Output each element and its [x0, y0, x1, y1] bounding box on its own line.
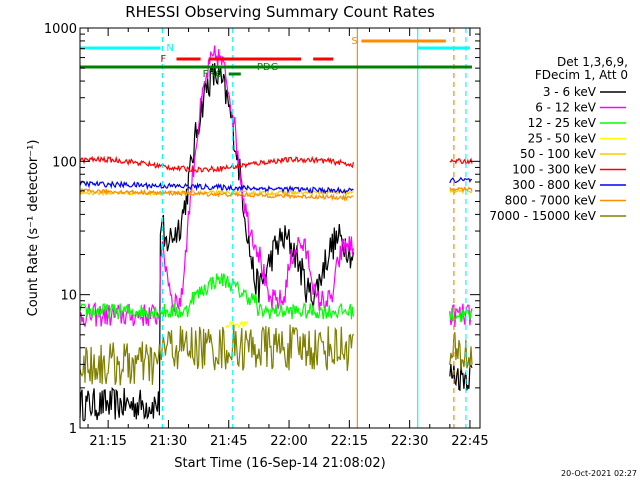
y-axis-label: Count Rate (s⁻¹ detector⁻¹): [26, 140, 41, 317]
series-300-800-kev: [79, 176, 473, 195]
y-tick-label: 1000: [44, 22, 77, 37]
series-line: [79, 187, 354, 202]
legend-entry-label: 7000 - 15000 keV: [489, 209, 596, 223]
timestamp: 20-Oct-2021 02:27: [561, 469, 637, 478]
series-line: [449, 332, 473, 371]
legend-header: Det 1,3,6,9,: [557, 55, 628, 69]
y-tick-label: 100: [52, 155, 77, 170]
series-25-50-kev: [225, 320, 249, 330]
saa-flag-label: S: [351, 36, 357, 47]
legend-entry-label: 25 - 50 keV: [528, 132, 597, 146]
plot-area: NF S PDG FR6: [79, 28, 473, 428]
x-tick-label: 22:00: [270, 434, 307, 449]
series-line: [79, 180, 354, 195]
series-line: [449, 157, 473, 166]
series-line: [449, 185, 473, 192]
x-tick-label: 22:30: [391, 434, 428, 449]
series-line: [79, 62, 354, 422]
plot-frame: [79, 27, 481, 429]
series-7000-15000-kev: [79, 324, 473, 386]
series-line: [79, 45, 354, 328]
chart-title: RHESSI Observing Summary Count Rates: [125, 3, 435, 21]
legend-entry-label: 300 - 800 keV: [512, 178, 596, 192]
x-tick-label: 21:30: [150, 434, 187, 449]
legend: Det 1,3,6,9,FDecim 1, Att 0 3 - 6 keV 6 - …: [489, 55, 628, 223]
fr6-flag-label: FR6: [203, 69, 222, 80]
legend-entry-label: 6 - 12 keV: [535, 101, 597, 115]
series-800-7000-kev: [79, 185, 473, 202]
legend-entry-label: 3 - 6 keV: [543, 85, 597, 99]
y-tick-label: 1: [69, 422, 77, 437]
y-tick-label: 10: [60, 289, 77, 304]
series-line: [79, 155, 354, 174]
axes: 21:15 21:30 21:45 22:00 22:15 22:30 22:45 1 10 10…: [44, 22, 489, 449]
legend-entry-label: 12 - 25 keV: [528, 116, 597, 130]
x-tick-label: 22:15: [331, 434, 368, 449]
legend-entry-label: 50 - 100 keV: [520, 147, 597, 161]
night-flag-label: N: [166, 43, 173, 54]
flare-flag-label: F: [160, 54, 166, 65]
legend-header: FDecim 1, Att 0: [535, 68, 628, 82]
x-tick-label: 21:45: [210, 434, 247, 449]
series-line: [449, 176, 473, 184]
x-axis-label: Start Time (16-Sep-14 21:08:02): [174, 456, 385, 471]
x-tick-label: 21:15: [89, 434, 126, 449]
pdg-flag-label: PDG: [257, 62, 278, 73]
series-100-300-kev: [79, 155, 473, 174]
legend-entry-label: 100 - 300 keV: [512, 163, 596, 177]
series-line: [79, 273, 354, 320]
x-tick-label: 22:45: [451, 434, 488, 449]
legend-entry-label: 800 - 7000 keV: [505, 194, 597, 208]
series-line: [225, 320, 249, 330]
series-line: [79, 324, 354, 386]
